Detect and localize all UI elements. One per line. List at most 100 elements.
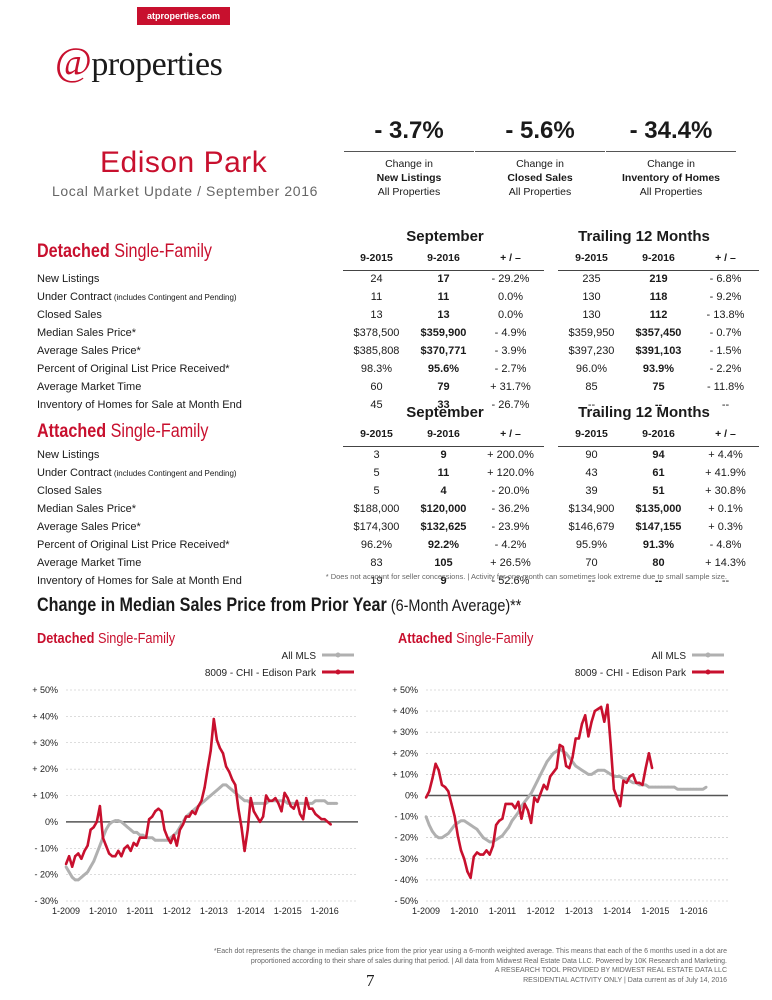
data-point: [200, 799, 203, 802]
table-cell: 80: [652, 557, 665, 569]
data-point: [218, 786, 222, 789]
table-cell: 219: [649, 273, 668, 286]
table-cell: 60: [370, 381, 383, 393]
data-point: [129, 828, 132, 832]
data-point: [77, 878, 80, 882]
table-cell: - 2.7%: [494, 363, 527, 375]
data-point: [619, 804, 622, 808]
data-point: [478, 832, 482, 835]
section-title-bold: Detached: [37, 241, 110, 262]
chart-section-title: Change in Median Sales Price from Prior …: [37, 595, 521, 617]
row-label: Under Contract (includes Contingent and …: [37, 467, 237, 479]
row-label: Average Market Time: [37, 557, 142, 569]
site-url-badge[interactable]: atproperties.com: [137, 7, 230, 25]
table-cell: + 0.3%: [708, 521, 743, 533]
data-point: [126, 825, 129, 829]
data-point: [593, 709, 596, 713]
table-cell: 9: [440, 575, 447, 587]
data-point: [555, 749, 558, 753]
y-tick-label: + 20%: [32, 764, 58, 774]
x-tick-label: 1-2015: [641, 906, 669, 916]
table-cell: 98.3%: [360, 363, 393, 375]
data-point: [301, 818, 305, 821]
data-point: [89, 828, 92, 831]
column-header: + / –: [477, 422, 544, 447]
data-point: [150, 836, 154, 839]
table-cell: $134,900: [568, 503, 615, 515]
data-point: [101, 836, 105, 839]
data-point: [64, 865, 68, 868]
x-tick-label: 1-2012: [527, 906, 555, 916]
data-point: [510, 819, 514, 823]
y-tick-label: - 20%: [34, 870, 58, 880]
data-point: [110, 820, 114, 824]
data-point: [482, 836, 485, 839]
column-header: + / –: [692, 246, 759, 271]
data-point: [456, 834, 459, 837]
data-point: [215, 788, 219, 792]
data-point: [280, 810, 283, 813]
table-cell: 45: [370, 399, 383, 411]
data-point: [443, 785, 447, 789]
data-point: [596, 768, 600, 772]
table-cell: 11: [370, 291, 383, 303]
data-point: [215, 738, 219, 742]
data-point: [482, 853, 485, 856]
data-point: [209, 794, 212, 797]
data-point: [191, 810, 194, 813]
x-tick-label: 1-2012: [163, 906, 191, 916]
change-metric: Inventory of Homes: [621, 172, 721, 184]
column-header: 9-2015: [343, 422, 410, 447]
column-header: + / –: [692, 422, 759, 447]
data-point: [135, 831, 139, 834]
data-point: [157, 839, 160, 842]
column-header: 9-2016: [625, 246, 692, 271]
row-label: New Listings: [37, 273, 100, 285]
data-point: [98, 804, 102, 808]
table-cell: - 23.9%: [491, 521, 530, 533]
legend-label: All MLS: [652, 651, 687, 662]
data-point: [314, 799, 317, 803]
footer-line: RESIDENTIAL ACTIVITY ONLY | Data current…: [523, 976, 727, 984]
data-point: [618, 775, 622, 778]
data-point: [212, 791, 216, 795]
data-point: [73, 878, 77, 882]
row-label: Percent of Original List Price Received*: [37, 363, 230, 375]
table-cell: --: [587, 399, 596, 411]
chart-title-bold: Detached: [37, 630, 95, 647]
data-point: [501, 834, 504, 837]
column-header: 9-2015: [558, 246, 625, 271]
atproperties-logo: @properties: [55, 38, 223, 85]
data-point: [289, 804, 292, 808]
table-row: Under Contract (includes Contingent and …: [37, 464, 759, 482]
table-cell: --: [654, 399, 663, 411]
table-cell: 9: [440, 449, 447, 462]
data-point: [558, 743, 561, 747]
detached-month-header: September: [406, 228, 484, 245]
legend-marker: [705, 669, 711, 675]
table-cell: - 4.8%: [709, 539, 742, 551]
data-point: [507, 802, 510, 806]
data-point: [64, 862, 68, 866]
y-tick-label: - 50%: [394, 896, 418, 906]
data-point: [428, 790, 431, 793]
table-cell: $370,771: [420, 345, 467, 357]
data-point: [268, 799, 271, 802]
data-point: [549, 775, 552, 778]
data-point: [274, 796, 277, 800]
data-point: [609, 743, 612, 747]
data-point: [603, 720, 606, 723]
data-point: [138, 833, 142, 837]
row-label: Closed Sales: [37, 485, 102, 497]
data-point: [669, 785, 673, 789]
data-point: [488, 840, 491, 844]
y-tick-label: + 30%: [392, 727, 418, 737]
data-point: [424, 796, 428, 799]
row-label: Percent of Original List Price Received*: [37, 539, 230, 551]
change-scope: All Properties: [508, 186, 572, 198]
data-point: [513, 815, 517, 818]
data-point: [704, 785, 708, 789]
data-point: [107, 852, 111, 855]
chart-section-title-rest: (6-Month Average)**: [386, 596, 522, 615]
data-point: [654, 785, 657, 789]
